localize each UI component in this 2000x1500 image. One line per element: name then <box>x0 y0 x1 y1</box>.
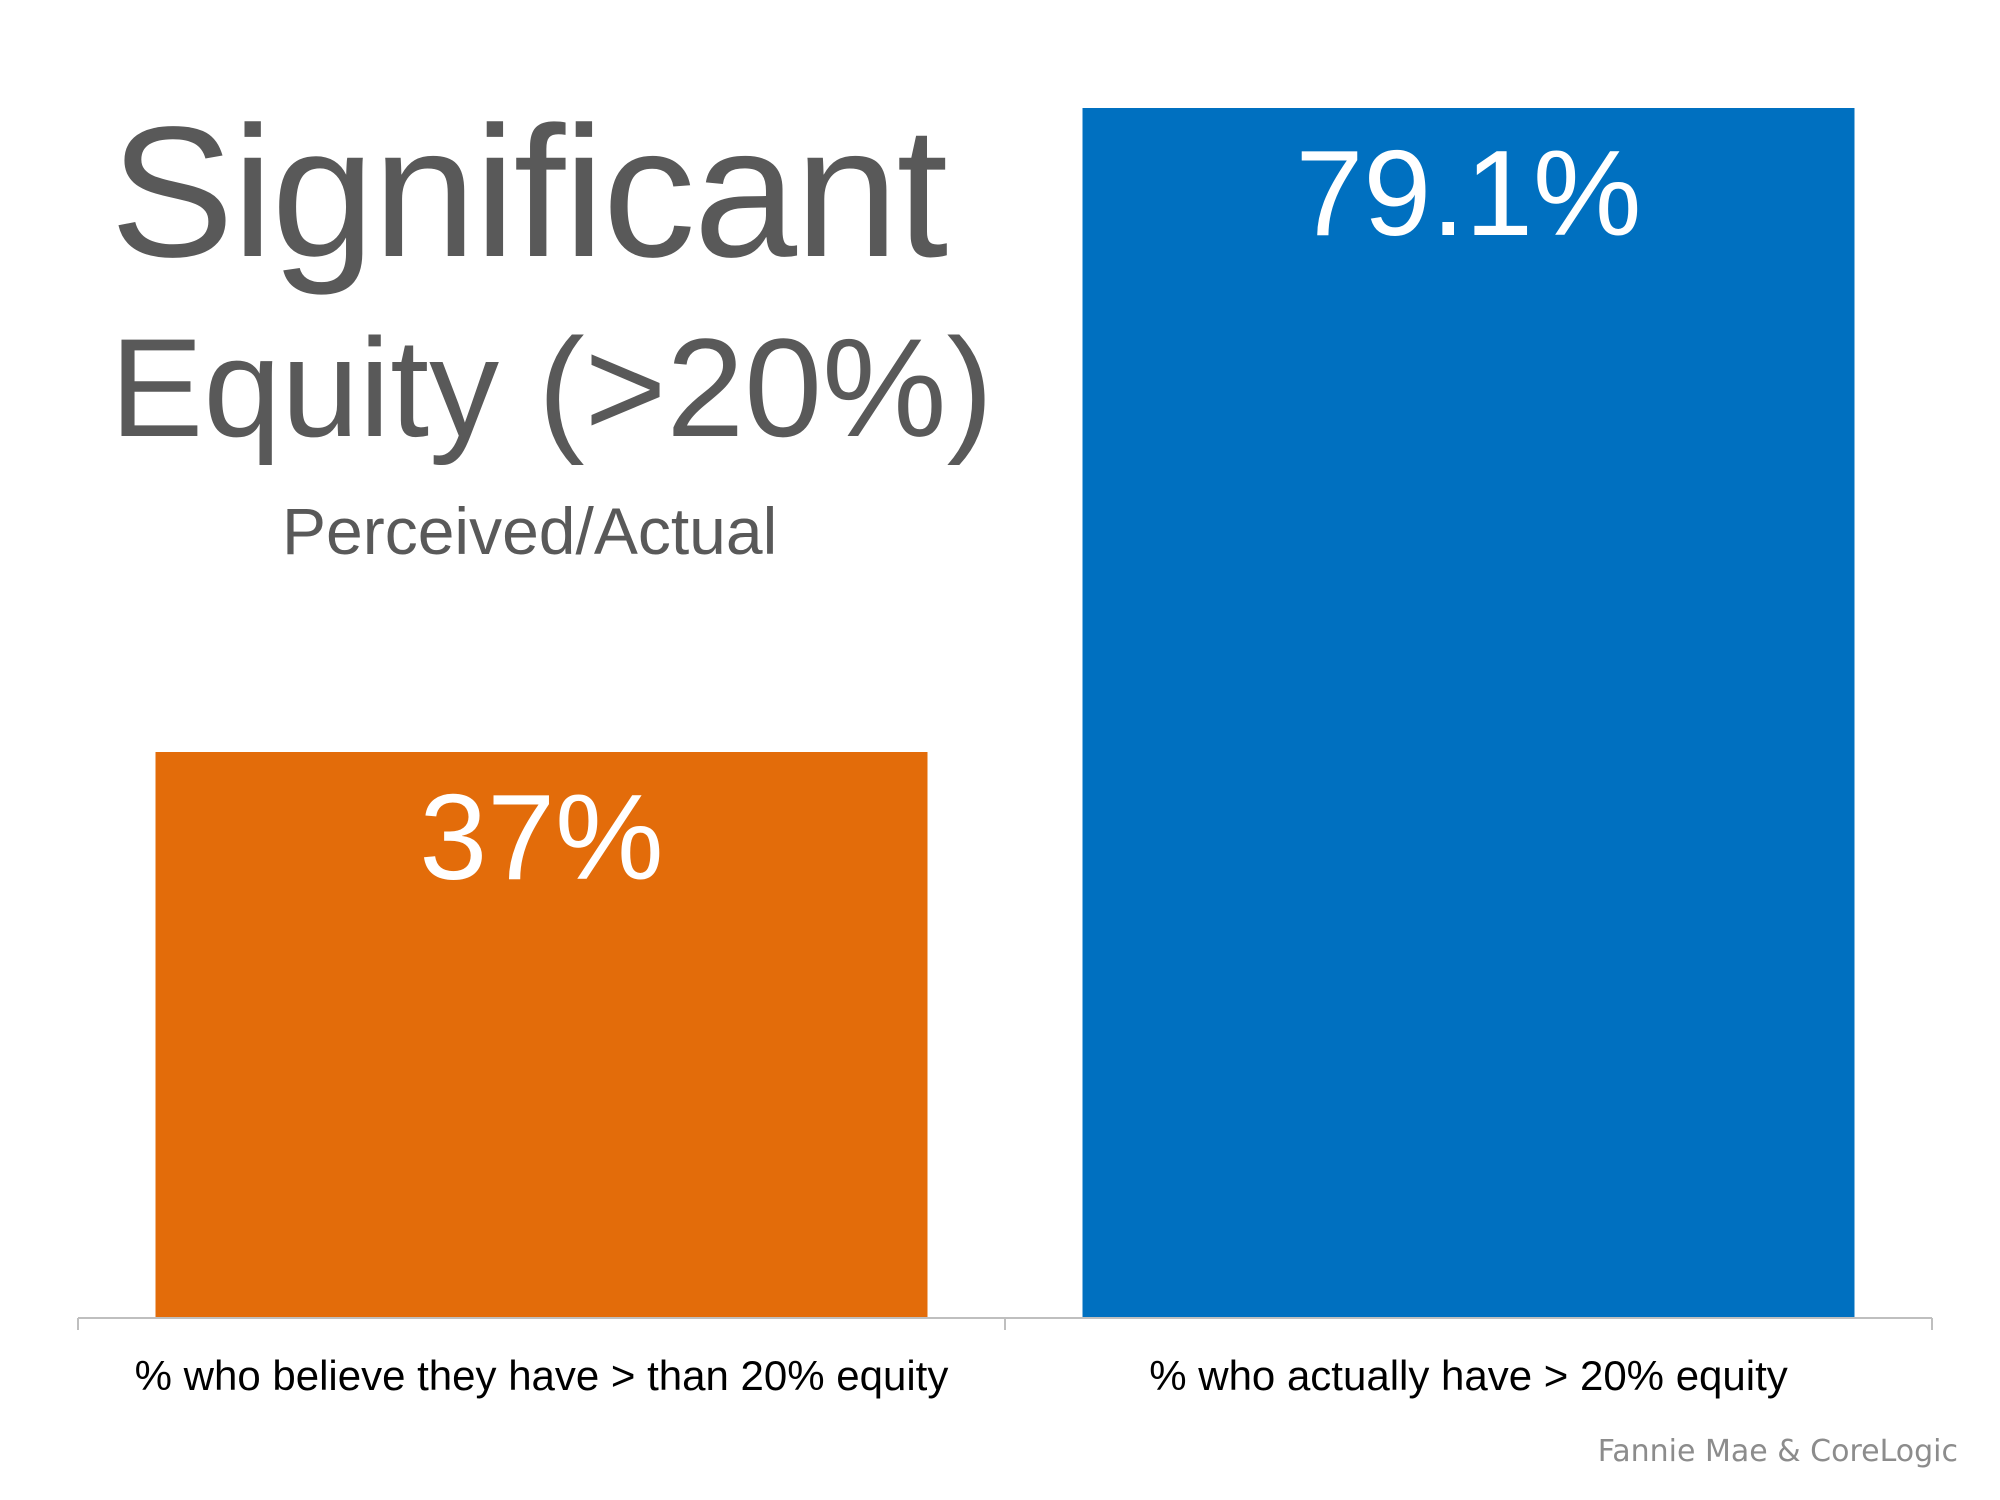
chart-title-line1: Significant <box>110 89 948 296</box>
source-note: Fannie Mae & CoreLogic <box>1597 1434 1958 1469</box>
category-label-2: % who actually have > 20% equity <box>1149 1352 1788 1399</box>
chart-title-line2: Equity (>20%) <box>110 309 994 466</box>
bar-1 <box>155 752 928 1318</box>
chart-subtitle: Perceived/Actual <box>282 494 778 568</box>
data-label-2: 79.1% <box>1296 125 1642 261</box>
category-label-1: % who believe they have > than 20% equit… <box>135 1352 949 1399</box>
bar-2 <box>1082 108 1855 1318</box>
data-label-1: 37% <box>419 769 663 905</box>
